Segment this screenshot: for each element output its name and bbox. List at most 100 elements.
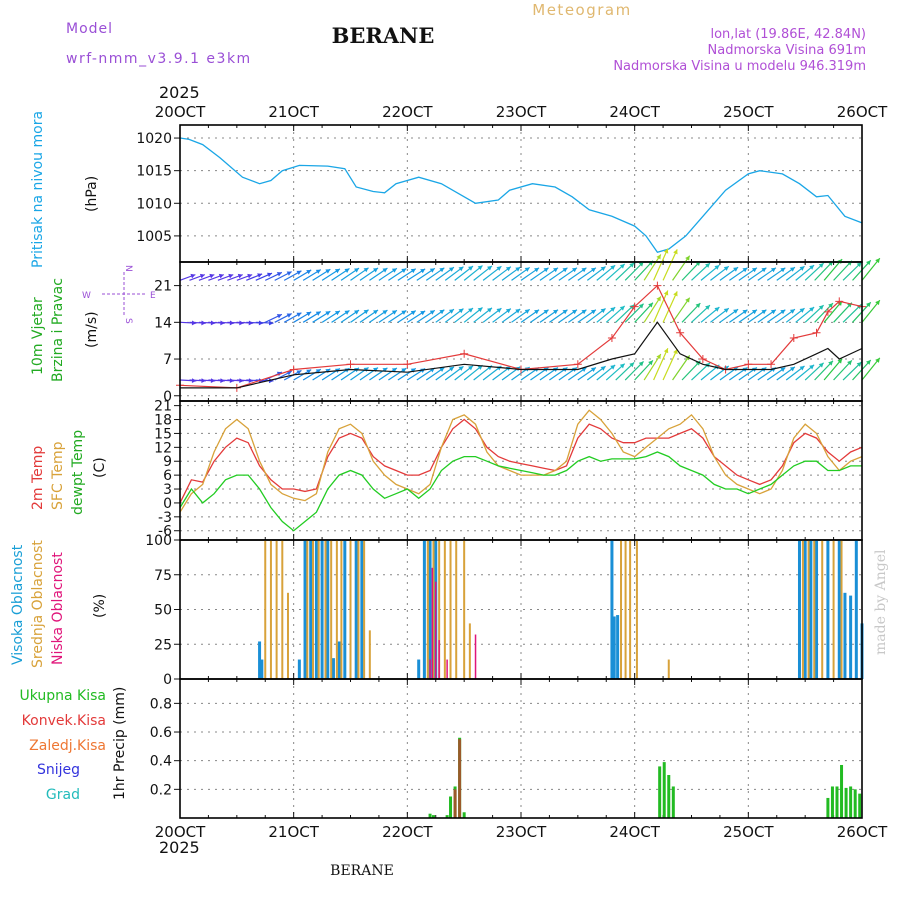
wind-arrow <box>634 302 654 323</box>
wind-arrow <box>814 302 834 323</box>
mid-cloud-bar <box>449 540 452 679</box>
wind-arrow-head <box>751 309 757 315</box>
wind-arrow-head <box>296 312 302 317</box>
total-rain-bar <box>671 786 675 818</box>
wind-arrow-head <box>391 268 397 273</box>
wind-arrow-head <box>268 378 274 384</box>
high-cloud-bar <box>826 540 830 679</box>
wind-arrow-head <box>410 368 416 373</box>
wind-arrow-head <box>610 265 616 270</box>
wind-arrow-head <box>276 272 282 277</box>
x-tick-label-top: 26OCT <box>837 103 888 121</box>
wind-arrow-head <box>629 262 635 268</box>
high-cloud-bar <box>803 540 807 679</box>
wind-arrow-head <box>391 310 397 315</box>
wind-ylabel1: 10m Vjetar <box>30 297 46 375</box>
precip-ytick-label: 0.4 <box>150 754 172 770</box>
wind-arrow-head <box>663 290 669 296</box>
wind-arrow-head <box>866 359 871 365</box>
wind-speed-line <box>180 321 863 389</box>
year-bottom: 2025 <box>159 838 200 857</box>
high-cloud-bar <box>837 540 841 679</box>
total-rain-bar <box>667 775 671 818</box>
wind-arrow <box>681 302 701 323</box>
x-tick-label-top: 20OCT <box>155 103 206 121</box>
footer-station: BERANE <box>330 863 394 879</box>
compass-s: S <box>123 318 133 324</box>
wind-gust-marker <box>823 307 832 316</box>
mid-cloud-bar <box>275 540 278 679</box>
wind-arrow-head <box>199 273 205 279</box>
wind-arrow-head <box>648 360 653 366</box>
temp-ytick-label: 9 <box>163 454 172 470</box>
wind-arrow-head <box>799 365 805 371</box>
wind-frame <box>179 261 863 402</box>
wind-gust-marker <box>460 349 469 358</box>
mid-cloud-bar <box>349 540 352 679</box>
mid-cloud-bar <box>357 540 360 679</box>
wind-arrow-head <box>218 273 224 279</box>
wind-arrow <box>861 357 881 381</box>
mid-cloud-bar <box>368 630 371 679</box>
wind-gust-marker <box>289 365 298 374</box>
precip-ytick-label: 0.2 <box>150 782 172 798</box>
wind-arrow-head <box>619 305 625 311</box>
temp-ylabel3: dewpt Temp <box>70 430 86 515</box>
precip-leg2: Konvek.Kisa <box>22 713 106 729</box>
wind-arrow-head <box>590 367 596 372</box>
total-rain-bar <box>826 797 830 818</box>
wind-arrow-head <box>685 355 690 361</box>
wind-arrow <box>672 255 691 281</box>
wind-arrow <box>653 248 669 281</box>
wind-arrow-head <box>799 308 805 313</box>
x-tick-label-top: 22OCT <box>382 103 433 121</box>
x-tick-label-bottom: 25OCT <box>723 823 774 841</box>
wind-arrow-head <box>875 300 880 306</box>
wind-arrow-head <box>619 263 625 269</box>
wind-unit: (m/s) <box>84 311 100 348</box>
wind-gust-marker <box>835 297 844 306</box>
low-cloud-bar <box>431 567 434 679</box>
wind-arrow-head <box>257 273 263 278</box>
wind-arrow-head <box>866 260 871 266</box>
mid-cloud-bar <box>813 540 816 679</box>
wind-arrow-head <box>856 362 862 367</box>
wind-arrow-head <box>553 267 559 273</box>
mid-cloud-bar <box>629 540 632 679</box>
x-tick-label-bottom: 23OCT <box>496 823 547 841</box>
wind-arrow <box>861 299 881 323</box>
wind-compass: W E N S <box>82 265 156 324</box>
temp-ytick-label: -3 <box>158 510 172 526</box>
wind-arrow-head <box>315 311 321 316</box>
wind-arrow <box>653 290 669 323</box>
wind-arrow-head <box>448 309 454 314</box>
wind-arrow-head <box>818 263 824 268</box>
wind-arrow-head <box>325 269 331 274</box>
wind-arrow-head <box>373 309 379 315</box>
wind-arrow-head <box>809 364 815 370</box>
mid-cloud-bar <box>438 540 441 679</box>
high-cloud-bar <box>260 659 264 679</box>
high-cloud-bar <box>320 540 324 679</box>
wind-gust-marker <box>767 360 776 369</box>
wind-arrow-head <box>524 309 530 314</box>
wind-arrow-head <box>410 268 416 274</box>
precip-leg1: Ukupna Kisa <box>19 688 106 704</box>
mid-cloud-bar <box>455 540 458 679</box>
wind-arrow-head <box>571 309 577 315</box>
wind-arrow-head <box>663 248 669 254</box>
wind-arrow-head <box>875 258 880 264</box>
wind-arrow <box>643 296 662 323</box>
wind-gust-marker <box>630 302 639 311</box>
x-tick-label-bottom: 21OCT <box>268 823 319 841</box>
wind-arrow-head <box>190 273 196 279</box>
wind-arrow-head <box>705 305 710 310</box>
high-cloud-bar <box>809 540 813 679</box>
wind-arrow-head <box>524 267 530 272</box>
wind-arrow-head <box>515 309 521 314</box>
conv-rain-bar <box>453 789 457 818</box>
wind-arrow-head <box>448 267 454 272</box>
x-tick-label-top: 23OCT <box>496 103 547 121</box>
mid-cloud-bar <box>324 540 327 679</box>
